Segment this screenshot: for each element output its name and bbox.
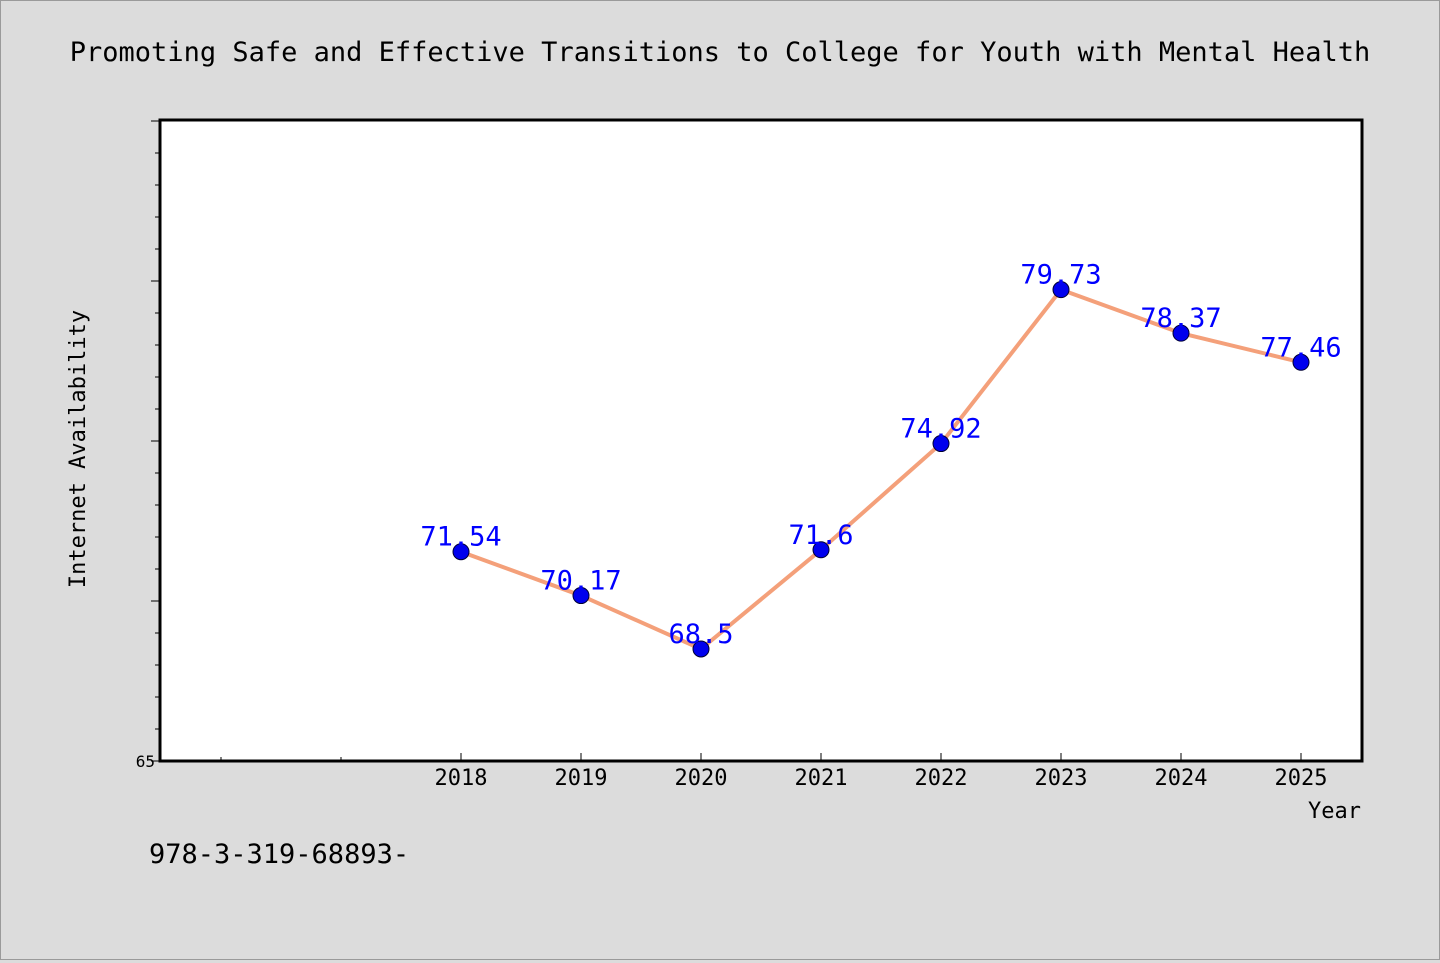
footer-code: 978-3-319-68893- xyxy=(149,839,409,870)
x-axis-label: Year xyxy=(1308,799,1361,824)
x-tick-label: 2019 xyxy=(555,766,608,791)
x-tick-label: 2020 xyxy=(675,766,728,791)
data-point xyxy=(452,543,470,561)
data-label: 70.17 xyxy=(540,566,621,597)
x-tick-label: 2024 xyxy=(1155,766,1208,791)
data-point xyxy=(572,587,590,605)
y-axis-label: Internet Availability xyxy=(66,310,91,588)
x-axis-ticks: 2018 2019 2020 2021 2022 2023 2024 2025 xyxy=(220,753,1328,791)
x-tick-label: 2021 xyxy=(795,766,848,791)
data-label: 74.92 xyxy=(900,414,981,445)
data-point xyxy=(1292,353,1310,371)
y-axis-ticks: 65 xyxy=(136,120,161,771)
data-label: 78.37 xyxy=(1140,303,1221,334)
plot-area xyxy=(158,118,1364,763)
chart-title: Promoting Safe and Effective Transitions… xyxy=(70,37,1370,68)
data-label: 71.54 xyxy=(420,522,501,553)
data-label: 77.46 xyxy=(1260,332,1341,363)
x-tick-label: 2018 xyxy=(435,766,488,791)
data-point xyxy=(692,640,710,658)
x-tick-label: 2022 xyxy=(915,766,968,791)
series-line xyxy=(460,287,1302,651)
data-label: 68.5 xyxy=(668,619,733,650)
data-point xyxy=(932,435,950,453)
x-tick-label: 2025 xyxy=(1275,766,1328,791)
y-tick-label: 65 xyxy=(136,752,155,771)
data-label: 71.6 xyxy=(788,520,853,551)
data-point xyxy=(1172,324,1190,342)
series-line-group: 71.54 70.17 68.5 71.6 74.92 79.73 78.37 77.46 xyxy=(420,260,1342,658)
data-point xyxy=(1052,281,1070,299)
data-label: 79.73 xyxy=(1020,260,1101,291)
x-tick-label: 2023 xyxy=(1035,766,1088,791)
data-point xyxy=(812,541,830,559)
